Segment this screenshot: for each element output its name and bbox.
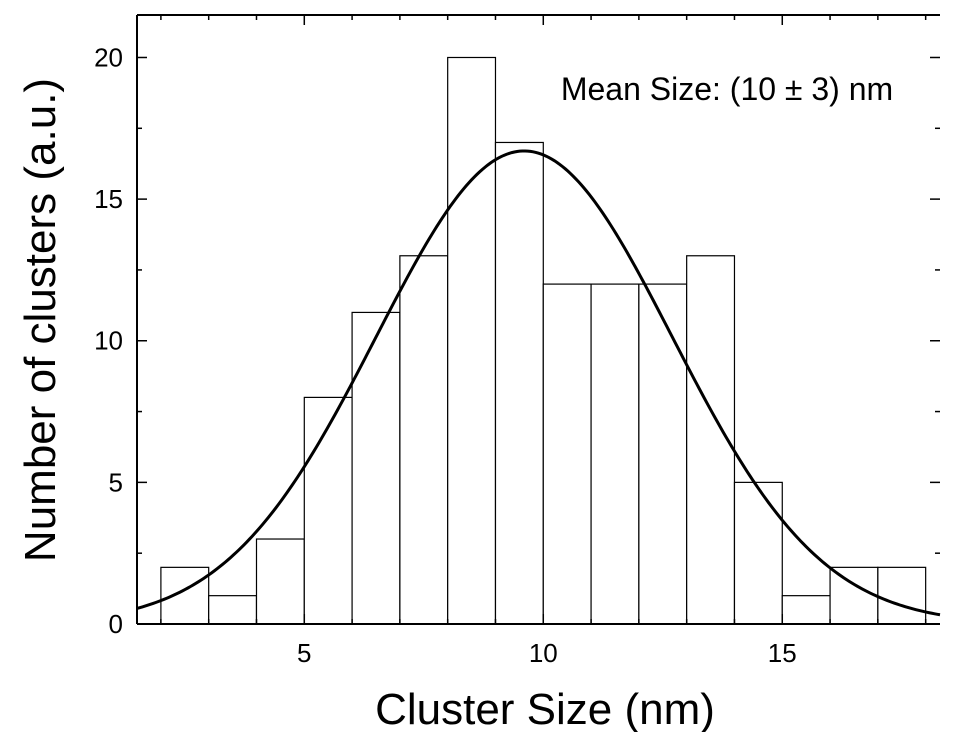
histogram-bar-12 [733,481,783,625]
histogram-bar-5 [399,255,449,625]
histogram-bar-1 [208,595,258,625]
mean-size-annotation: Mean Size: (10 ± 3) nm [561,71,893,107]
histogram-bar-3 [303,396,353,625]
x-axis-title: Cluster Size (nm) [375,685,715,732]
histogram-bar-7 [494,141,544,625]
x-tick-label: 10 [529,638,558,668]
histogram-bar-14 [829,566,879,625]
y-axis-title: Number of clusters (a.u.) [16,78,65,562]
histogram-bar-10 [638,283,688,625]
x-tick-label: 15 [768,638,797,668]
y-tick-label: 5 [109,467,123,497]
y-tick-label: 20 [94,42,123,72]
histogram-bar-15 [877,566,927,625]
gaussian-fit-curve [136,149,941,617]
y-tick-label: 10 [94,326,123,356]
histogram-bar-4 [351,311,401,625]
ticks: 5 10 15 0 5 10 15 20 [94,15,940,668]
x-tick-label: 5 [297,638,311,668]
axes [136,14,940,625]
histogram-bar-8 [542,283,592,625]
histogram-bar-0 [160,566,210,625]
y-tick-label: 0 [109,609,123,639]
histogram-bars [160,56,927,625]
histogram-bar-6 [447,56,497,625]
histogram-bar-2 [255,538,305,625]
histogram-bar-9 [590,283,640,625]
histogram-bar-13 [781,595,831,625]
y-tick-label: 15 [94,184,123,214]
